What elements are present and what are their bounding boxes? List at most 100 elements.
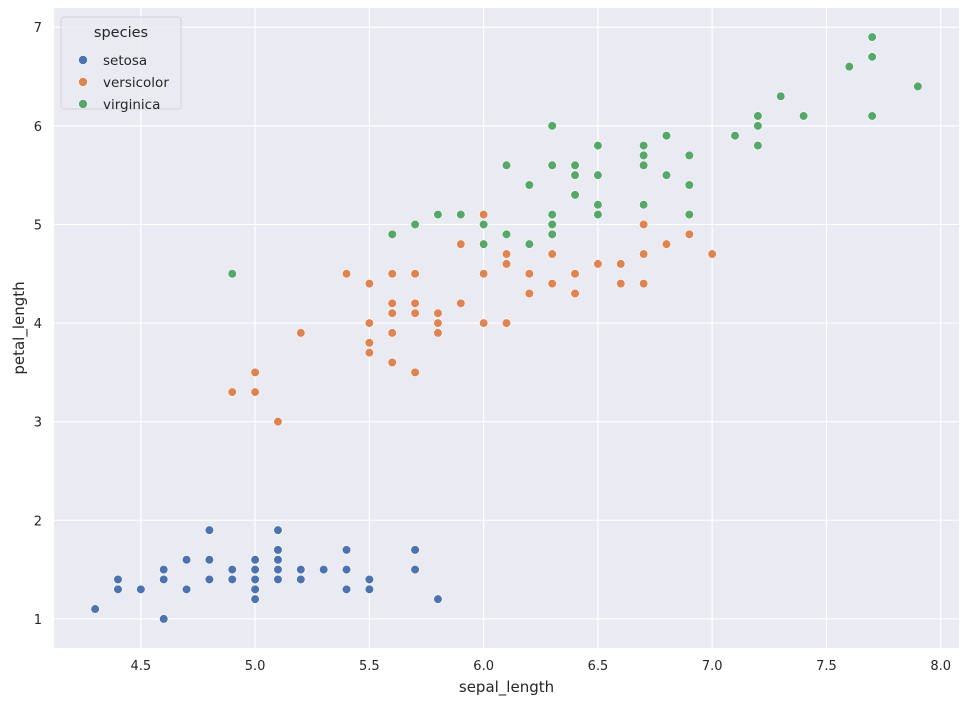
data-point-versicolor — [479, 209, 489, 220]
data-point-virginica — [456, 209, 466, 220]
data-point-versicolor — [364, 338, 374, 348]
y-axis-label: petal_length — [10, 281, 29, 374]
data-point-virginica — [547, 229, 557, 239]
data-point-versicolor — [593, 259, 603, 269]
legend-marker — [78, 77, 88, 87]
data-point-virginica — [524, 180, 534, 190]
data-point-setosa — [296, 574, 306, 585]
gridlines — [54, 8, 959, 648]
data-point-versicolor — [364, 279, 374, 289]
legend-box — [60, 16, 182, 110]
y-tick-label: 6 — [34, 120, 42, 135]
data-point-setosa — [273, 555, 283, 565]
x-tick-label: 5.5 — [359, 659, 380, 674]
data-point-versicolor — [570, 269, 580, 279]
series-versicolor — [227, 209, 717, 427]
data-point-virginica — [753, 140, 763, 151]
x-axis-ticks: 4.5 5.0 5.5 6.0 6.5 7.0 7.5 8.0 — [130, 659, 951, 674]
data-point-virginica — [433, 209, 443, 220]
data-point-versicolor — [570, 288, 580, 299]
x-axis-label: sepal_length — [459, 678, 554, 697]
data-point-virginica — [753, 121, 763, 131]
x-tick-label: 8.0 — [930, 659, 951, 674]
data-point-virginica — [639, 160, 649, 170]
data-point-versicolor — [479, 318, 489, 328]
data-point-virginica — [547, 209, 557, 220]
data-point-setosa — [319, 565, 329, 575]
data-point-virginica — [387, 229, 397, 239]
data-point-versicolor — [296, 328, 306, 338]
data-point-versicolor — [410, 269, 420, 279]
data-point-versicolor — [250, 367, 260, 377]
data-point-versicolor — [433, 318, 443, 328]
data-point-setosa — [181, 555, 192, 565]
y-tick-label: 7 — [34, 21, 42, 36]
data-point-versicolor — [616, 259, 626, 269]
data-point-setosa — [273, 545, 283, 555]
y-tick-label: 2 — [34, 514, 42, 529]
legend-label: versicolor — [103, 75, 169, 91]
x-tick-label: 4.5 — [130, 659, 151, 674]
legend-marker — [78, 55, 88, 65]
data-point-setosa — [159, 565, 169, 575]
data-point-virginica — [593, 200, 603, 210]
data-point-versicolor — [707, 249, 717, 259]
data-point-setosa — [250, 574, 260, 585]
data-point-setosa — [341, 584, 352, 594]
data-point-virginica — [661, 170, 672, 180]
data-point-versicolor — [387, 269, 397, 279]
data-point-versicolor — [547, 279, 557, 289]
data-point-versicolor — [639, 219, 649, 230]
y-tick-label: 5 — [34, 218, 42, 233]
data-point-versicolor — [501, 259, 512, 269]
data-point-virginica — [913, 81, 923, 91]
data-point-versicolor — [364, 318, 374, 328]
data-point-virginica — [593, 140, 603, 151]
data-point-setosa — [159, 574, 169, 585]
data-point-virginica — [684, 209, 694, 220]
data-point-setosa — [136, 584, 146, 594]
series-virginica — [227, 32, 923, 279]
data-point-setosa — [296, 565, 306, 575]
data-point-virginica — [479, 219, 489, 230]
data-point-virginica — [593, 170, 603, 180]
legend-entry-virginica: virginica — [78, 97, 160, 113]
legend-entry-versicolor: versicolor — [78, 75, 169, 91]
data-point-versicolor — [387, 328, 397, 338]
data-point-setosa — [273, 574, 283, 585]
x-tick-label: 6.5 — [588, 659, 609, 674]
data-point-virginica — [547, 219, 557, 230]
data-point-versicolor — [387, 357, 397, 368]
data-point-versicolor — [456, 239, 466, 249]
data-point-virginica — [661, 131, 672, 141]
data-point-setosa — [204, 525, 215, 535]
data-point-virginica — [547, 121, 557, 131]
data-point-virginica — [570, 190, 580, 200]
series-setosa — [90, 525, 443, 624]
data-point-versicolor — [227, 387, 237, 397]
data-point-versicolor — [479, 269, 489, 279]
data-point-versicolor — [661, 239, 672, 249]
x-tick-label: 5.0 — [245, 659, 266, 674]
data-point-setosa — [227, 574, 237, 585]
data-point-virginica — [844, 62, 854, 72]
data-point-virginica — [753, 111, 763, 121]
data-point-setosa — [250, 555, 260, 565]
data-point-virginica — [730, 131, 740, 141]
data-point-setosa — [341, 545, 352, 555]
data-point-versicolor — [433, 328, 443, 338]
data-point-virginica — [639, 150, 649, 161]
data-point-versicolor — [387, 308, 397, 318]
legend: species setosa versicolor virginica — [60, 16, 182, 113]
data-point-versicolor — [684, 229, 694, 239]
data-point-virginica — [501, 160, 512, 170]
data-point-versicolor — [364, 348, 374, 358]
data-point-virginica — [547, 160, 557, 170]
legend-entries: setosa versicolor virginica — [78, 53, 169, 113]
data-point-setosa — [273, 565, 283, 575]
y-tick-label: 4 — [34, 317, 42, 332]
data-point-virginica — [479, 239, 489, 249]
data-point-virginica — [639, 200, 649, 210]
data-point-setosa — [250, 584, 260, 594]
data-point-versicolor — [387, 298, 397, 308]
